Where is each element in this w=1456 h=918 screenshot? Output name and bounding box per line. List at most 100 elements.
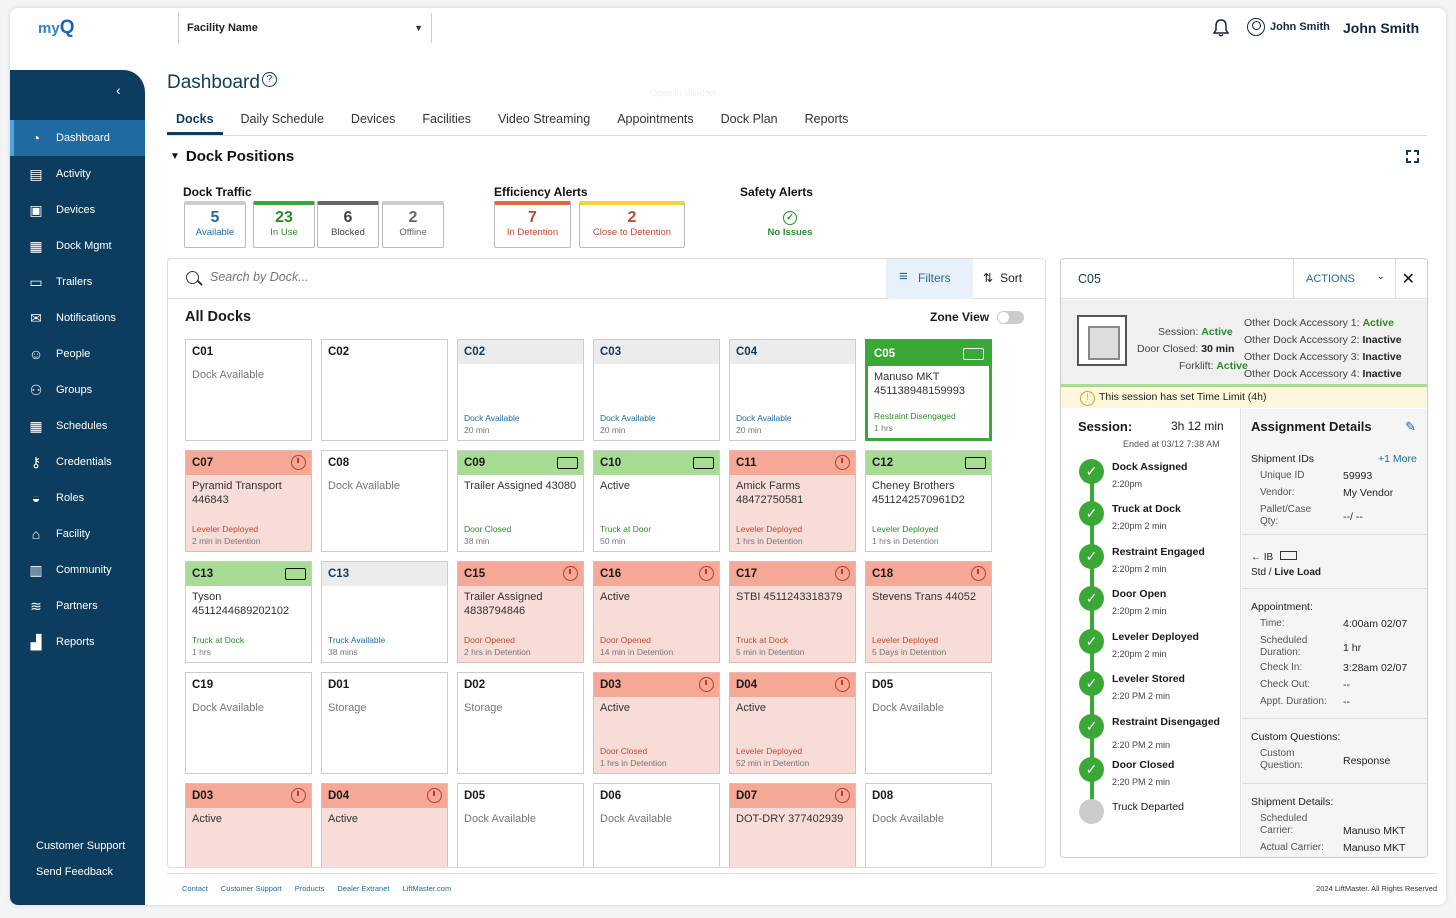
close-icon[interactable]: ✕ [1401,271,1415,288]
user-menu[interactable]: John Smith [1247,18,1330,36]
tab-reports[interactable]: Reports [804,112,849,126]
send-feedback-link[interactable]: Send Feedback [36,866,114,878]
dock-card[interactable]: C03 Dock Available 20 min [593,339,720,441]
dock-id: C07 [186,451,311,475]
tab-appointments[interactable]: Appointments [617,112,694,126]
dock-positions-header[interactable]: ▼ Dock Positions [170,148,295,165]
dock-card[interactable]: C02 [321,339,448,441]
stat-available[interactable]: 5 Available [184,201,246,248]
sidebar-item-facility[interactable]: ⌂ Facility [10,516,145,552]
dock-card[interactable]: C11 Amick Farms 48472750581 Leveler Deploy… [729,450,856,552]
user-name[interactable]: John Smith [1343,20,1420,36]
open-in-window-link[interactable]: Open in Window [650,88,717,98]
dock-card[interactable]: C18 Stevens Trans 44052 Leveler Deployed 5 … [865,561,992,663]
footer-link-liftmaster-com[interactable]: LiftMaster.com [402,884,452,893]
dock-card[interactable]: D04 Active Leveler Deployed 52 min in Deten… [729,672,856,774]
dock-card[interactable]: D04 Active [321,783,448,867]
dock-card[interactable]: D03 Active [185,783,312,867]
tab-facilities[interactable]: Facilities [422,112,472,126]
toggle-switch[interactable] [997,310,1025,324]
dock-card[interactable]: D06 Dock Available [593,783,720,867]
filters-button[interactable]: Filters [886,259,973,299]
dock-card[interactable]: C17 STBI 4511243318379 Truck at Dock 5 min … [729,561,856,663]
bell-icon[interactable] [1213,19,1229,37]
dock-card[interactable]: C02 Dock Available 20 min [457,339,584,441]
customer-support-link[interactable]: Customer Support [36,840,126,852]
sidebar-item-trailers[interactable]: ▭ Trailers [10,264,145,300]
myq-logo[interactable]: myQ [38,17,75,38]
footer-link-products[interactable]: Products [294,884,325,893]
dock-id: D03 [186,784,311,808]
dock-card[interactable]: D07 DOT-DRY 377402939 [729,783,856,867]
sidebar-item-dashboard[interactable]: ◔ Dashboard [10,120,145,156]
sidebar-item-label: Roles [56,492,85,504]
stat-in-detention[interactable]: 7 In Detention [494,201,571,248]
role-icon: ◒ [31,490,41,506]
chart-icon: ▟ [30,633,42,650]
step-time: 2:20pm 2 min [1112,649,1167,659]
sidebar-item-credentials[interactable]: ⚷ Credentials [10,444,145,480]
footer-link-contact[interactable]: Contact [182,884,208,893]
safety-status[interactable]: ✓ No Issues [767,211,813,238]
dock-card[interactable]: C12 Cheney Brothers 4511242570961D2 Levele… [865,450,992,552]
dock-card[interactable]: C16 Active Door Opened 14 min in Detention [593,561,720,663]
sidebar-item-partners[interactable]: ≋ Partners [10,588,145,624]
footer-link-dealer-extranet[interactable]: Dealer Extranet [337,884,390,893]
stat-blocked[interactable]: 6 Blocked [317,201,379,248]
dock-status: Active [600,702,630,714]
dock-card[interactable]: D01 Storage [321,672,448,774]
dock-card[interactable]: C13 Truck Available 38 mins [321,561,448,663]
dock-card[interactable]: C10 Active Truck at Door 50 min [593,450,720,552]
dock-card[interactable]: C01 Dock Available [185,339,312,441]
zone-view-toggle[interactable]: Zone View [930,310,1025,324]
stat-offline[interactable]: 2 Offline [382,201,444,248]
tab-video-streaming[interactable]: Video Streaming [498,112,591,126]
dock-card[interactable]: D05 Dock Available [457,783,584,867]
dock-card[interactable]: D03 Active Door Closed 1 hrs in Detention [593,672,720,774]
sidebar-item-dock-mgmt[interactable]: ▦ Dock Mgmt [10,228,145,264]
step-time: 2:20pm 2 min [1112,606,1167,616]
dock-card[interactable]: D02 Storage [457,672,584,774]
dock-card[interactable]: C04 Dock Available 20 min [729,339,856,441]
dock-id: C13 [186,562,311,586]
dock-card[interactable]: C05 Manuso MKT 451138948159993 Restraint D… [865,339,992,441]
sidebar-item-groups[interactable]: ⚇ Groups [10,372,145,408]
help-icon[interactable]: ? [261,72,277,87]
sidebar-item-schedules[interactable]: ▦ Schedules [10,408,145,444]
sidebar-item-roles[interactable]: ◒ Roles [10,480,145,516]
stat-in-use[interactable]: 23 In Use [253,201,315,248]
sidebar-item-reports[interactable]: ▟ Reports [10,624,145,660]
sort-button[interactable]: ⇅ Sort [983,271,1023,285]
tab-docks[interactable]: Docks [167,108,223,135]
search-icon [186,271,199,284]
dock-card[interactable]: C09 Trailer Assigned 43080 Door Closed 38 m… [457,450,584,552]
sidebar-item-community[interactable]: ▥ Community [10,552,145,588]
stat-close-to-detention[interactable]: 2 Close to Detention [579,201,685,248]
more-ids-link[interactable]: +1 More [1378,453,1417,465]
tab-bar: Docks Daily Schedule Devices Facilities Vide… [167,108,1427,136]
dock-card[interactable]: C07 Pyramid Transport 446843 Leveler Deplo… [185,450,312,552]
dock-card[interactable]: C19 Dock Available [185,672,312,774]
sidebar-item-devices[interactable]: ▣ Devices [10,192,145,228]
dock-card[interactable]: C13 Tyson 4511244689202102 Truck at Dock 1 … [185,561,312,663]
search-input[interactable] [210,270,710,284]
footer-link-customer-support[interactable]: Customer Support [220,884,282,893]
edit-icon[interactable]: ✎ [1405,419,1416,434]
tab-daily-schedule[interactable]: Daily Schedule [240,112,324,126]
sidebar-item-activity[interactable]: ▤ Activity [10,156,145,192]
dock-card[interactable]: C15 Trailer Assigned 4838794846 Door Opene… [457,561,584,663]
sidebar-item-notifications[interactable]: ✉ Notifications [10,300,145,336]
chevron-left-icon[interactable]: ‹ [116,82,121,98]
dock-card[interactable]: D05 Dock Available [865,672,992,774]
search-bar: Filters ⇅Sort [168,259,1045,299]
dock-card[interactable]: C08 Dock Available [321,450,448,552]
step-label: Dock Assigned [1112,461,1188,473]
fullscreen-icon[interactable] [1406,150,1419,163]
facility-select[interactable]: Facility Name ▼ [178,13,432,43]
tab-devices[interactable]: Devices [350,112,396,126]
sidebar-item-people[interactable]: ☺ People [10,336,145,372]
dock-event: Truck Available 38 mins [328,635,386,657]
actions-dropdown[interactable]: ACTIONS ⌄ [1293,259,1396,299]
tab-dock-plan[interactable]: Dock Plan [720,112,778,126]
dock-card[interactable]: D08 Dock Available [865,783,992,867]
